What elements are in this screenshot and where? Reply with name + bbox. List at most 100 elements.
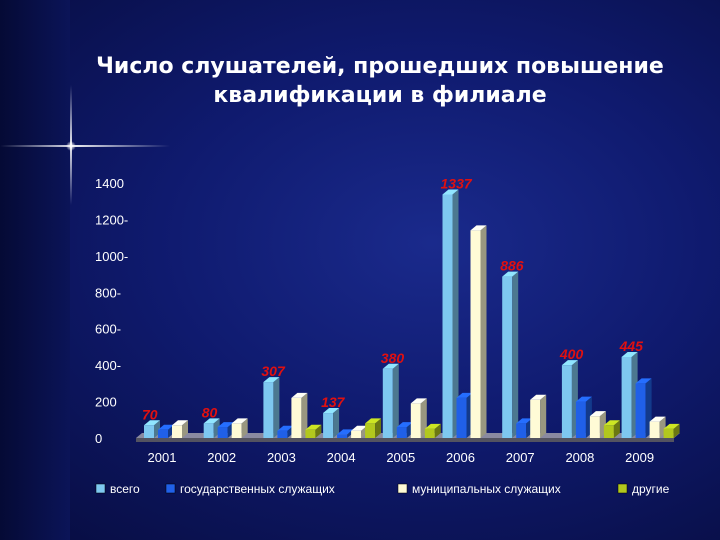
legend-swatch [617,483,628,494]
bar-top-total-2008 [561,360,578,366]
bar-top-total-2002 [203,418,220,424]
legend-label: государственных служащих [180,482,335,496]
legend-label: всего [110,482,140,496]
bar-side-other-2008 [613,420,620,438]
bar-state-2003 [277,430,288,438]
bar-side-municipal-2001 [182,420,188,438]
bar-top-state-2001 [158,424,174,430]
bar-other-2008 [603,425,614,438]
bar-total-2003 [263,382,274,438]
bar-top-total-2007 [502,271,519,277]
bar-municipal-2004 [351,430,362,438]
bar-total-2006 [442,194,453,438]
x-tick-label: 2004 [327,450,356,465]
bar-top-other-2003 [305,424,322,430]
bar-side-municipal-2002 [241,418,248,438]
bar-other-2004 [365,423,376,438]
bar-top-municipal-2005 [410,398,427,404]
bar-municipal-2007 [530,399,541,438]
bar-municipal-2005 [410,403,421,438]
bar-top-state-2004 [337,429,354,435]
bar-top-municipal-2007 [530,394,547,400]
bar-other-2009 [663,428,674,438]
bar-top-municipal-2002 [231,418,248,424]
x-tick-label: 2003 [267,450,296,465]
bar-top-state-2009 [635,378,652,384]
chart-floor-edge [136,438,674,442]
bar-top-other-2009 [663,423,680,429]
bar-total-2002 [203,423,214,438]
bar-total-2005 [382,368,393,438]
bar-top-state-2003 [277,425,294,431]
y-tick-label: 0 [95,431,102,446]
bar-municipal-2009 [649,421,660,438]
x-tick-label: 2006 [446,450,475,465]
y-tick-label: 800- [95,285,121,300]
legend-swatch [95,483,106,494]
bar-top-municipal-2001 [172,420,188,426]
data-label: 1337 [441,175,473,191]
bar-side-total-2005 [392,363,399,438]
bar-state-2005 [396,427,407,438]
bar-side-total-2006 [452,189,459,438]
bar-top-municipal-2006 [470,225,487,231]
bar-top-municipal-2009 [649,416,666,422]
bar-side-total-2003 [273,377,280,438]
bar-state-2002 [217,427,228,438]
bar-top-other-2005 [424,423,441,429]
bar-municipal-2003 [291,397,302,438]
chart-title: Число слушателей, прошедших повышение кв… [96,54,664,108]
data-label: 80 [202,404,218,420]
bar-municipal-2001 [172,425,182,438]
bar-top-total-2004 [323,408,340,414]
x-tick-label: 2009 [625,450,654,465]
legend-swatch [397,483,408,494]
bar-top-total-2001 [144,420,160,426]
x-tick-label: 2005 [386,450,415,465]
bar-state-2008 [575,401,586,438]
bar-top-total-2009 [621,351,638,357]
bar-side-municipal-2005 [420,398,427,438]
bar-state-2007 [516,423,527,438]
bar-top-state-2008 [575,396,592,402]
x-tick-label: 2008 [565,450,594,465]
y-tick-label: 1000- [95,249,128,264]
bar-side-municipal-2003 [301,392,308,438]
bar-municipal-2002 [231,423,242,438]
bar-top-municipal-2008 [589,411,606,417]
bar-top-municipal-2003 [291,392,308,398]
y-tick-label: 200 [95,395,117,410]
data-label: 137 [321,394,346,410]
bar-state-2006 [456,397,467,438]
bar-top-total-2003 [263,377,280,383]
bar-side-other-2005 [434,423,441,438]
data-label: 400 [559,346,584,362]
data-label: 307 [261,363,286,379]
data-label: 445 [619,338,644,354]
bar-side-other-2009 [673,423,680,438]
bar-total-2004 [323,413,334,438]
bar-state-2001 [158,429,168,438]
bar-top-municipal-2004 [351,425,368,431]
bar-side-municipal-2007 [540,394,547,438]
bar-state-2004 [337,434,348,438]
bar-top-total-2006 [442,189,459,195]
bar-top-total-2005 [382,363,399,369]
y-tick-label: 1400 [95,176,124,191]
bar-top-state-2007 [516,418,533,424]
data-label: 70 [142,406,158,422]
bar-top-other-2004 [365,418,382,424]
sparkle-star-icon [66,141,76,151]
bar-side-other-2003 [315,424,322,438]
bar-total-2008 [561,365,572,438]
y-tick-label: 600- [95,322,121,337]
x-tick-label: 2001 [148,450,177,465]
left-decor-band [0,0,70,540]
legend-label: муниципальных служащих [412,482,561,496]
bar-side-municipal-2006 [480,225,487,438]
data-label: 380 [381,350,405,366]
bar-other-2003 [305,429,316,438]
bar-side-total-2004 [333,408,340,438]
bar-state-2009 [635,383,646,438]
